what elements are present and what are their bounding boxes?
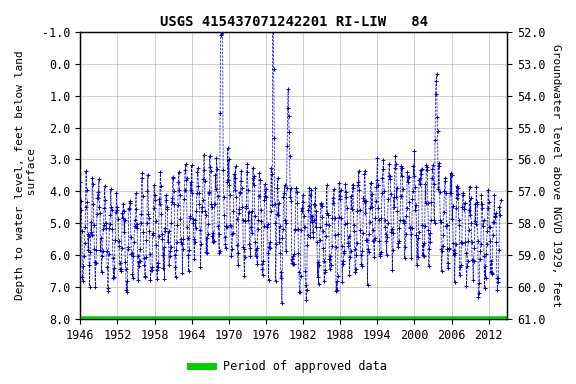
Y-axis label: Depth to water level, feet below land
 surface: Depth to water level, feet below land su… [15,51,37,300]
Title: USGS 415437071242201 RI-LIW   84: USGS 415437071242201 RI-LIW 84 [160,15,428,29]
Y-axis label: Groundwater level above NGVD 1929, feet: Groundwater level above NGVD 1929, feet [551,44,561,307]
Legend: Period of approved data: Period of approved data [185,356,391,378]
